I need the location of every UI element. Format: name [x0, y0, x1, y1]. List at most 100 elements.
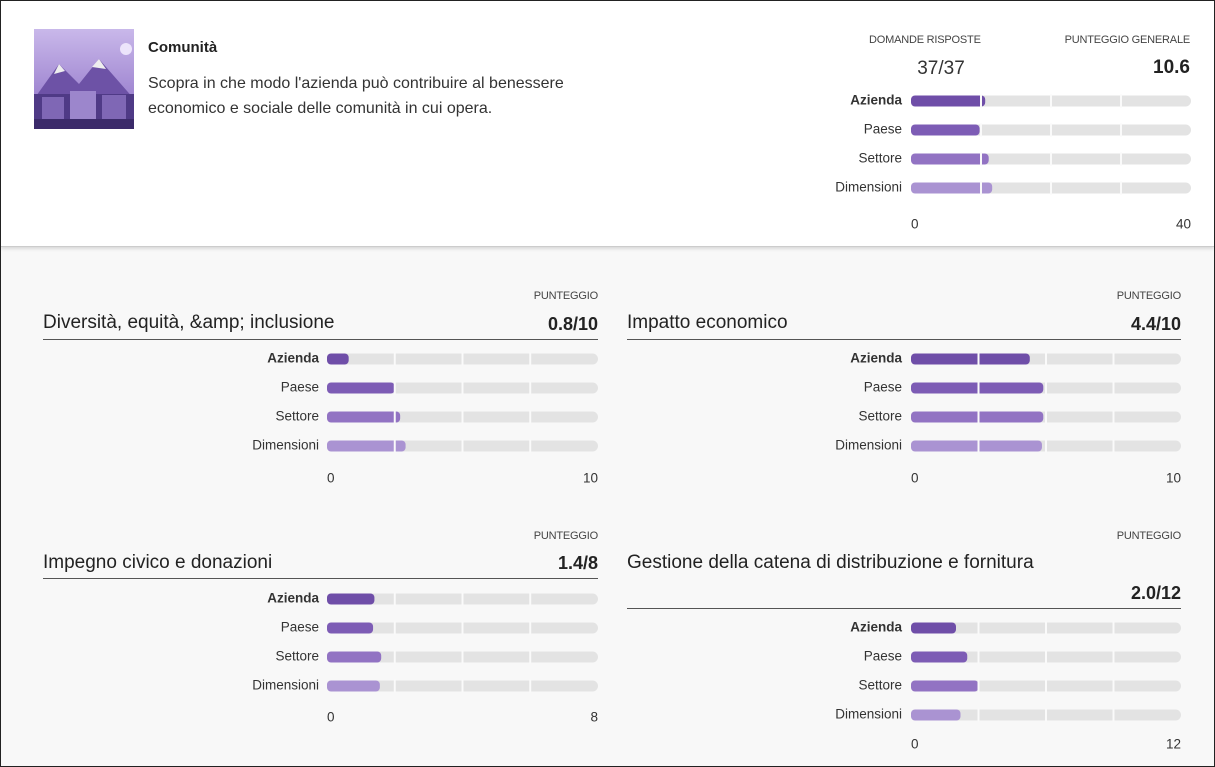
- segment-divider: [529, 410, 532, 424]
- segment-divider: [461, 621, 464, 635]
- segment-divider: [1112, 439, 1115, 453]
- bar: [911, 353, 1030, 365]
- bar: [911, 411, 1044, 423]
- category-label: Settore: [858, 151, 902, 166]
- title-underline: [627, 608, 1181, 609]
- bar: [911, 440, 1042, 452]
- segment-divider: [393, 679, 396, 693]
- segment-divider: [529, 679, 532, 693]
- panel-title: Diversità, equità, &amp; inclusione: [43, 312, 335, 333]
- score-label: PUNTEGGIO: [1116, 530, 1181, 542]
- category-label: Paese: [864, 122, 902, 137]
- segment-divider: [1120, 123, 1122, 137]
- segment-divider: [461, 381, 464, 395]
- x-tick-label: 0: [327, 710, 335, 725]
- bar: [327, 353, 349, 365]
- segment-divider: [1120, 152, 1122, 166]
- segment-divider: [980, 123, 982, 137]
- answered-label: DOMANDE RISPOSTE: [869, 34, 981, 46]
- panel-title: Impatto economico: [627, 312, 788, 333]
- bar: [911, 622, 956, 634]
- segment-divider: [393, 381, 396, 395]
- segment-divider: [977, 352, 980, 366]
- segment-divider: [977, 381, 980, 395]
- segment-divider: [393, 592, 396, 606]
- bar: [327, 593, 375, 605]
- bar: [327, 411, 401, 423]
- segment-divider: [393, 352, 396, 366]
- score-label: PUNTEGGIO: [533, 290, 598, 302]
- segment-divider: [1112, 352, 1115, 366]
- segment-divider: [977, 410, 980, 424]
- segment-divider: [1112, 410, 1115, 424]
- bar: [327, 382, 395, 394]
- summary-section: Comunità Scopra in che modo l'azienda pu…: [1, 1, 1214, 247]
- category-label: Azienda: [850, 620, 902, 635]
- bar: [327, 622, 374, 634]
- x-tick-label: 10: [1166, 471, 1181, 486]
- segment-divider: [1050, 181, 1052, 195]
- segment-divider: [393, 650, 396, 664]
- bar: [911, 182, 993, 194]
- bar: [911, 680, 979, 692]
- category-label: Paese: [281, 620, 319, 635]
- x-tick-label: 12: [1166, 737, 1181, 752]
- segment-divider: [529, 592, 532, 606]
- category-label: Azienda: [267, 351, 319, 366]
- segment-divider: [1045, 352, 1047, 366]
- x-tick-label: 0: [911, 737, 919, 752]
- segment-divider: [980, 181, 982, 195]
- segment-divider: [1045, 650, 1047, 664]
- segment-divider: [1050, 152, 1052, 166]
- bar: [911, 651, 968, 663]
- overall-score-label: PUNTEGGIO GENERALE: [1064, 34, 1191, 46]
- panel-score: 0.8/10: [547, 314, 598, 334]
- title-underline: [43, 339, 598, 340]
- segment-divider: [980, 94, 982, 108]
- segment-divider: [977, 679, 980, 693]
- panel-score: 1.4/8: [557, 553, 598, 573]
- bar: [911, 124, 980, 136]
- category-label: Dimensioni: [835, 707, 902, 722]
- category-icon: [34, 29, 134, 129]
- category-label: Dimensioni: [252, 438, 319, 453]
- category-label: Dimensioni: [835, 180, 902, 195]
- bar: [911, 382, 1044, 394]
- bar: [911, 153, 989, 165]
- segment-divider: [1112, 679, 1115, 693]
- segment-divider: [529, 621, 532, 635]
- category-label: Settore: [275, 649, 319, 664]
- x-tick-label: 10: [583, 471, 598, 486]
- section-description: Scopra in che modo l'azienda può contrib…: [148, 75, 564, 117]
- segment-divider: [461, 410, 464, 424]
- bar: [327, 651, 382, 663]
- overall-score: 10.6: [1153, 57, 1190, 78]
- segment-divider: [461, 352, 464, 366]
- segment-divider: [393, 439, 396, 453]
- x-tick-label: 0: [911, 471, 919, 486]
- segment-divider: [1045, 439, 1047, 453]
- category-label: Dimensioni: [252, 678, 319, 693]
- segment-divider: [461, 650, 464, 664]
- category-label: Settore: [858, 678, 902, 693]
- category-label: Azienda: [850, 351, 902, 366]
- segment-divider: [1112, 621, 1115, 635]
- score-label: PUNTEGGIO: [533, 530, 598, 542]
- segment-divider: [977, 439, 980, 453]
- bar: [327, 680, 380, 692]
- segment-divider: [1045, 679, 1047, 693]
- title-underline: [627, 339, 1181, 340]
- title-underline: [43, 578, 598, 579]
- x-tick-label: 0: [911, 217, 919, 232]
- segment-divider: [529, 439, 532, 453]
- x-tick-label: 40: [1176, 217, 1191, 232]
- segment-divider: [529, 352, 532, 366]
- category-label: Paese: [864, 649, 902, 664]
- panel-title: Gestione della catena di distribuzione e…: [627, 552, 1034, 573]
- segment-divider: [1050, 94, 1052, 108]
- answered-value: 37/37: [917, 58, 965, 79]
- segment-divider: [461, 592, 464, 606]
- segment-divider: [977, 708, 980, 722]
- score-label: PUNTEGGIO: [1116, 290, 1181, 302]
